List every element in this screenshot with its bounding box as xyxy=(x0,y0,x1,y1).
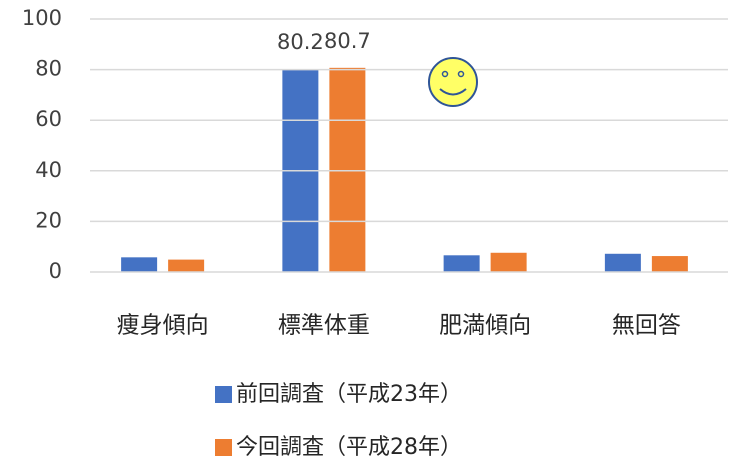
y-tick-label: 100 xyxy=(22,6,62,30)
data-label: 80.2 xyxy=(277,30,324,54)
legend-label: 今回調査（平成28年） xyxy=(236,435,462,460)
x-tick-label: 無回答 xyxy=(612,313,681,339)
y-tick-label: 0 xyxy=(49,259,62,283)
legend-label: 前回調査（平成23年） xyxy=(236,382,462,407)
x-tick-label: 標準体重 xyxy=(278,313,370,339)
smiley xyxy=(428,57,478,107)
legend-swatch xyxy=(215,439,232,456)
bar xyxy=(490,252,527,272)
bar xyxy=(443,255,480,272)
y-tick-label: 80 xyxy=(35,57,62,81)
bar xyxy=(168,259,205,272)
bar xyxy=(121,257,158,272)
bar xyxy=(329,67,366,272)
data-label: 80.7 xyxy=(324,29,371,53)
x-tick-label: 痩身傾向 xyxy=(117,313,209,339)
legend-swatch xyxy=(215,386,232,403)
y-tick-label: 20 xyxy=(35,208,62,232)
y-tick-label: 40 xyxy=(35,158,62,182)
bar xyxy=(651,256,688,272)
y-tick-label: 60 xyxy=(35,107,62,131)
x-tick-label: 肥満傾向 xyxy=(439,313,531,339)
bar xyxy=(604,253,641,272)
